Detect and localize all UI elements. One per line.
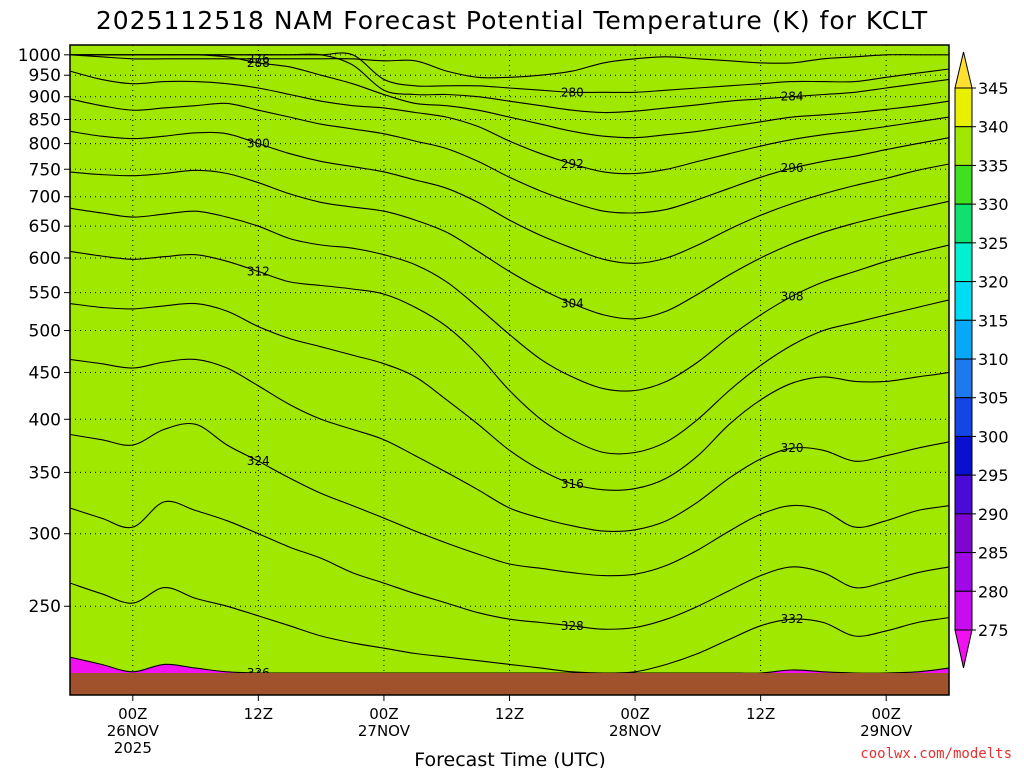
isentrope-line: [70, 130, 949, 264]
colorbar-bottom-arrow: [954, 629, 973, 669]
colorbar-segment: [954, 552, 973, 592]
y-tick-label: 700: [29, 188, 61, 208]
x-tick-label: 00Z: [620, 705, 649, 723]
isentrope-line: [70, 54, 949, 139]
isentrope-label: 332: [781, 612, 804, 626]
isentrope-line: [70, 53, 949, 114]
colorbar-segment: [954, 164, 973, 205]
isentrope-line: [70, 422, 949, 577]
isentrope-label: 312: [247, 264, 270, 278]
color-fill-bands: [70, 45, 949, 695]
y-tick-label: 500: [29, 322, 61, 342]
colorbar-segment: [954, 474, 973, 515]
isentrope-label: 324: [247, 454, 270, 468]
colorbar-label: 335: [978, 156, 1009, 175]
isentrope-label: 292: [561, 157, 584, 171]
y-tick-label: 950: [29, 66, 61, 86]
colorbar-label: 300: [978, 427, 1009, 446]
colorbar-top-arrow: [954, 51, 973, 89]
colorbar-segment: [954, 319, 973, 360]
x-tick-label: 00Z: [872, 705, 901, 723]
isentrope-line: [70, 98, 949, 214]
isentrope-label: 304: [561, 297, 584, 311]
isentrope-label: 300: [247, 137, 270, 151]
colorbar-label: 330: [978, 195, 1009, 214]
colorbar-segment: [954, 87, 973, 128]
isentrope-line: [70, 250, 949, 455]
isentrope-label: 308: [781, 289, 804, 303]
colorbar-segment: [954, 281, 973, 321]
y-tick-label: 550: [29, 284, 61, 304]
colorbar-label: 275: [978, 621, 1009, 640]
x-tick-label: 00Z: [118, 705, 147, 723]
x-tick-label: 12Z: [244, 705, 273, 723]
isentrope-line: [70, 169, 949, 320]
isentrope-label: 288: [247, 56, 270, 70]
colorbar-label: 285: [978, 544, 1009, 563]
x-tick-label: 28NOV: [609, 722, 662, 740]
isentrope-label: 284: [781, 90, 804, 104]
isentrope-line: [70, 582, 949, 674]
colorbar-segment: [954, 358, 973, 399]
isentrope-line: [70, 207, 949, 392]
isentrope-label: 316: [561, 477, 584, 491]
gridlines: [70, 45, 949, 695]
colorbar-segment: [954, 590, 973, 631]
x-tick-label: 12Z: [495, 705, 524, 723]
x-axis-title: Forecast Time (UTC): [414, 749, 605, 768]
colorbar-label: 325: [978, 234, 1009, 253]
y-tick-label: 600: [29, 249, 61, 269]
y-tick-label: 400: [29, 410, 61, 430]
y-tick-label: 800: [29, 135, 61, 155]
colorbar-label: 295: [978, 466, 1009, 485]
isentrope-label: 328: [561, 619, 584, 633]
x-tick-label: 2025: [114, 739, 152, 757]
y-tick-label: 350: [29, 463, 61, 483]
colorbar-segment: [954, 397, 973, 437]
colorbar-segment: [954, 126, 973, 166]
y-tick-label: 250: [29, 597, 61, 617]
x-tick-label: 27NOV: [358, 722, 411, 740]
y-tick-label: 850: [29, 110, 61, 130]
colorbar-label: 305: [978, 389, 1009, 408]
y-tick-label: 650: [29, 217, 61, 237]
colorbar-label: 320: [978, 273, 1009, 292]
colorbar-segment: [954, 513, 973, 554]
x-tick-label: 29NOV: [860, 722, 913, 740]
isentrope-line: [70, 500, 949, 630]
isentrope-label: 296: [781, 161, 804, 175]
y-axis: 2503003504004505005506006507007508008509…: [18, 46, 70, 617]
colorbar: 275 280 285 290 295 300 305 310 315 320 325 330 335 3…: [954, 51, 1009, 669]
y-tick-label: 1000: [18, 46, 61, 66]
chart-title: 2025112518 NAM Forecast Potential Temper…: [96, 6, 928, 35]
isentrope-line: [70, 302, 949, 491]
colorbar-label: 280: [978, 582, 1009, 601]
source-annotation: coolwx.com/modelts: [860, 746, 1012, 762]
colorbar-label: 310: [978, 350, 1009, 369]
isentrope-line: [70, 358, 949, 532]
isentrope-line: [70, 54, 949, 79]
fill-band: [70, 45, 949, 674]
colorbar-label: 315: [978, 311, 1009, 330]
ground-surface: [70, 673, 949, 695]
isentrope-label: 320: [781, 441, 804, 455]
colorbar-segment: [954, 242, 973, 283]
y-tick-label: 300: [29, 525, 61, 545]
isentrope-label: 280: [561, 85, 584, 99]
y-tick-label: 900: [29, 88, 61, 108]
y-tick-label: 450: [29, 363, 61, 383]
x-tick-label: 00Z: [369, 705, 398, 723]
x-tick-label: 26NOV: [107, 722, 160, 740]
isentrope-line: [70, 70, 949, 175]
colorbar-label: 290: [978, 505, 1009, 524]
y-tick-label: 750: [29, 160, 61, 180]
colorbar-label: 345: [978, 79, 1009, 98]
colorbar-label: 340: [978, 118, 1009, 137]
colorbar-segment: [954, 203, 973, 244]
x-tick-label: 12Z: [746, 705, 775, 723]
colorbar-segment: [954, 435, 973, 476]
